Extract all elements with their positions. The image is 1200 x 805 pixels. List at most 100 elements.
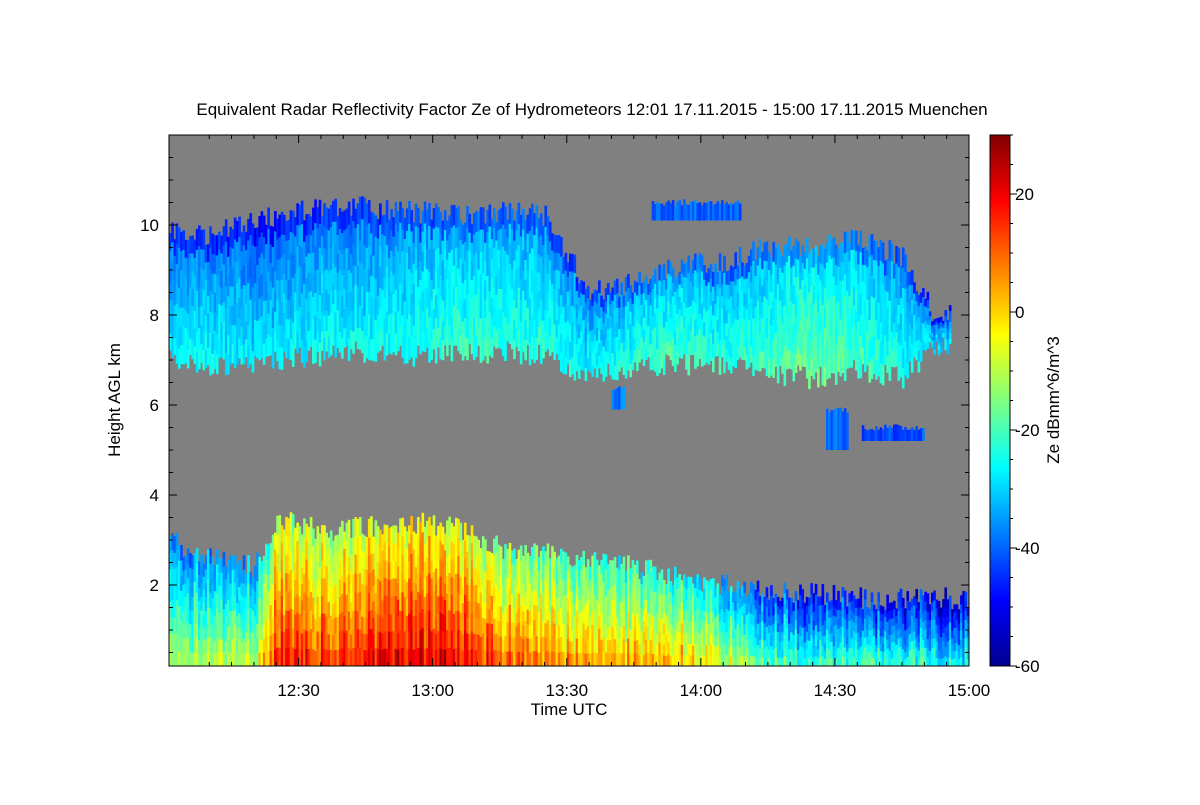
echo-cell-lower	[678, 574, 682, 586]
echo-cell-upper	[685, 292, 688, 309]
echo-cell-upper	[747, 335, 751, 352]
echo-cell-lower	[186, 563, 190, 579]
echo-cell-lower	[834, 657, 838, 667]
echo-cell-lower	[714, 616, 717, 627]
echo-cell-upper	[651, 329, 655, 343]
echo-cell-upper	[365, 247, 369, 270]
echo-cell-lower	[819, 596, 822, 606]
echo-cell-upper	[200, 286, 203, 307]
echo-cell-lower	[712, 578, 715, 590]
echo-cell-lower	[600, 626, 603, 640]
echo-cell-upper	[787, 330, 791, 350]
echo-cell-lower	[414, 649, 418, 667]
echo-cell-upper	[504, 250, 507, 273]
echo-cell-upper	[606, 328, 610, 341]
echo-cell-upper	[385, 288, 389, 312]
echo-cell-upper	[732, 337, 735, 353]
echo-cell-upper	[285, 240, 288, 261]
echo-cell-upper	[551, 300, 554, 319]
echo-cell-upper	[428, 248, 431, 272]
echo-cell-lower	[365, 617, 369, 635]
echo-cell-upper	[258, 277, 262, 299]
echo-cell-upper	[468, 232, 472, 252]
echo-cell-lower	[195, 607, 199, 623]
echo-cell-lower	[374, 574, 378, 594]
echo-cell-upper	[215, 235, 219, 256]
echo-cell-lower	[396, 632, 400, 650]
echo-cell-upper	[533, 255, 536, 278]
echo-cell-upper	[524, 299, 527, 321]
echo-cell-lower	[316, 543, 320, 562]
echo-cell-upper	[405, 340, 409, 364]
echo-cell-lower	[620, 563, 624, 578]
echo-cell-upper	[604, 351, 608, 365]
echo-cell-lower	[897, 647, 901, 658]
echo-cell-upper	[689, 305, 693, 319]
echo-cell-lower	[767, 624, 771, 634]
echo-cell-lower	[837, 590, 840, 601]
echo-cell-upper	[224, 352, 228, 376]
echo-cell-lower	[379, 648, 382, 667]
echo-cell-lower	[466, 633, 469, 651]
echo-cell-lower	[716, 583, 720, 595]
echo-cell-lower	[528, 610, 532, 626]
echo-cell-lower	[644, 626, 648, 640]
echo-cell-lower	[758, 631, 762, 641]
echo-cell-upper	[408, 336, 411, 360]
echo-cell-upper	[881, 303, 885, 325]
echo-cell-lower	[906, 600, 910, 611]
echo-cell-upper	[347, 292, 351, 316]
echo-cell-upper	[332, 200, 335, 222]
echo-cell-upper	[660, 339, 664, 354]
echo-cell-lower	[776, 657, 780, 667]
echo-cell-lower	[745, 614, 749, 624]
echo-cell-lower	[890, 618, 894, 627]
echo-cell-upper	[750, 249, 753, 266]
echo-cell-lower	[434, 568, 438, 585]
echo-cell-lower	[177, 650, 181, 667]
echo-cell-upper	[580, 292, 583, 307]
echo-cell-lower	[557, 583, 561, 598]
echo-cell-lower	[450, 648, 454, 667]
echo-cell-lower	[206, 578, 210, 594]
echo-cell-lower	[354, 572, 358, 592]
echo-cell-lower	[361, 566, 364, 584]
echo-cell-lower	[725, 585, 729, 598]
echo-cell-upper	[510, 208, 514, 230]
echo-cell-upper	[343, 229, 346, 250]
echo-cell-lower	[904, 658, 907, 667]
echo-cell-lower	[895, 644, 898, 653]
echo-cell-upper	[642, 317, 646, 330]
echo-cell-lower	[278, 533, 282, 554]
echo-cell-upper	[282, 234, 286, 255]
echo-cell-upper	[687, 289, 691, 308]
echo-cell-upper	[459, 239, 463, 259]
echo-cell-upper	[779, 316, 782, 334]
echo-cell-lower	[495, 600, 498, 618]
echo-cell-upper	[649, 318, 653, 332]
echo-cell-lower	[180, 545, 183, 561]
echo-cell-lower	[224, 641, 228, 654]
echo-cell-upper	[761, 301, 764, 319]
echo-cell-lower	[327, 617, 331, 635]
echo-cell-lower	[486, 565, 489, 581]
echo-cell-upper	[779, 332, 782, 350]
echo-cell-lower	[803, 658, 807, 667]
echo-cell-upper	[513, 339, 516, 360]
echo-cell-lower	[890, 634, 894, 643]
echo-cell-upper	[589, 330, 592, 342]
echo-cell-lower	[884, 651, 887, 660]
echo-cell-lower	[774, 656, 778, 667]
echo-cell-lower	[850, 591, 854, 601]
echo-cell-upper	[365, 225, 369, 248]
echo-cell-upper	[546, 254, 550, 274]
echo-cell-lower	[392, 595, 396, 614]
echo-cell-upper	[560, 294, 563, 315]
echo-cell-upper	[548, 298, 552, 318]
echo-cell-upper	[580, 280, 583, 294]
echo-cell-upper	[370, 275, 373, 297]
echo-cell-upper	[551, 233, 554, 251]
echo-cell-lower	[636, 613, 639, 627]
echo-cell-lower	[439, 522, 443, 541]
echo-cell-lower	[817, 613, 820, 623]
